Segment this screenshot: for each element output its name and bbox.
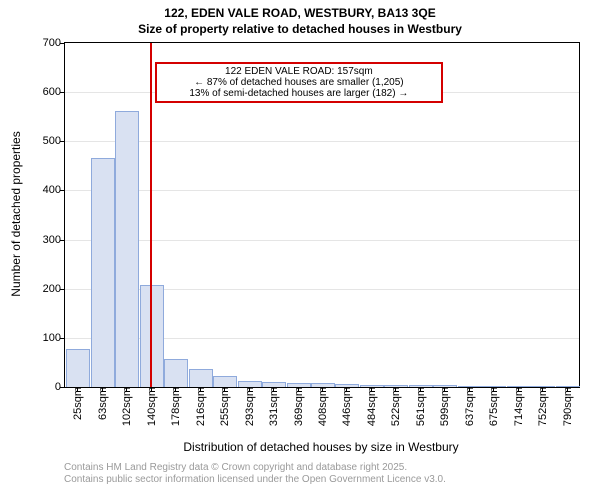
gridline [65, 190, 579, 191]
ytick-label: 600 [43, 86, 65, 98]
xtick-label: 522sqm [388, 387, 402, 426]
histogram-bar [189, 369, 213, 387]
footer-line-2: Contains public sector information licen… [64, 474, 446, 486]
ytick-label: 700 [43, 37, 65, 49]
footer-line-1: Contains HM Land Registry data © Crown c… [64, 462, 446, 474]
reference-line [150, 43, 152, 387]
xtick-label: 293sqm [242, 387, 256, 426]
annotation-line: ← 87% of detached houses are smaller (1,… [163, 77, 435, 88]
histogram-bar [164, 359, 188, 387]
xtick-label: 102sqm [119, 387, 133, 426]
ytick-label: 200 [43, 283, 65, 295]
y-axis-label: Number of detached properties [9, 131, 23, 296]
xtick-label: 216sqm [193, 387, 207, 426]
xtick-label: 484sqm [364, 387, 378, 426]
xtick-label: 446sqm [339, 387, 353, 426]
chart-subtitle: Size of property relative to detached ho… [0, 22, 600, 36]
histogram-bar [91, 158, 115, 388]
annotation-line: 122 EDEN VALE ROAD: 157sqm [163, 66, 435, 77]
xtick-label: 752sqm [535, 387, 549, 426]
property-size-chart: 122, EDEN VALE ROAD, WESTBURY, BA13 3QE … [0, 0, 600, 500]
x-axis-label: Distribution of detached houses by size … [64, 440, 578, 454]
annotation-box: 122 EDEN VALE ROAD: 157sqm← 87% of detac… [155, 62, 443, 103]
plot-area: 010020030040050060070025sqm63sqm102sqm14… [64, 42, 580, 388]
xtick-label: 369sqm [291, 387, 305, 426]
histogram-bar [115, 111, 139, 387]
xtick-label: 599sqm [437, 387, 451, 426]
xtick-label: 63sqm [95, 387, 109, 420]
ytick-label: 0 [55, 381, 65, 393]
footer-attribution: Contains HM Land Registry data © Crown c… [64, 462, 446, 486]
xtick-label: 331sqm [266, 387, 280, 426]
gridline [65, 141, 579, 142]
xtick-label: 178sqm [168, 387, 182, 426]
xtick-label: 561sqm [413, 387, 427, 426]
gridline [65, 240, 579, 241]
annotation-line: 13% of semi-detached houses are larger (… [163, 88, 435, 99]
xtick-label: 140sqm [144, 387, 158, 426]
ytick-label: 500 [43, 135, 65, 147]
xtick-label: 714sqm [511, 387, 525, 426]
ytick-label: 400 [43, 184, 65, 196]
xtick-label: 637sqm [462, 387, 476, 426]
ytick-label: 100 [43, 332, 65, 344]
xtick-label: 255sqm [217, 387, 231, 426]
ytick-label: 300 [43, 234, 65, 246]
xtick-label: 25sqm [70, 387, 84, 420]
xtick-label: 790sqm [560, 387, 574, 426]
histogram-bar [213, 376, 237, 387]
histogram-bar [66, 349, 90, 387]
xtick-label: 675sqm [486, 387, 500, 426]
xtick-label: 408sqm [315, 387, 329, 426]
chart-title: 122, EDEN VALE ROAD, WESTBURY, BA13 3QE [0, 6, 600, 20]
